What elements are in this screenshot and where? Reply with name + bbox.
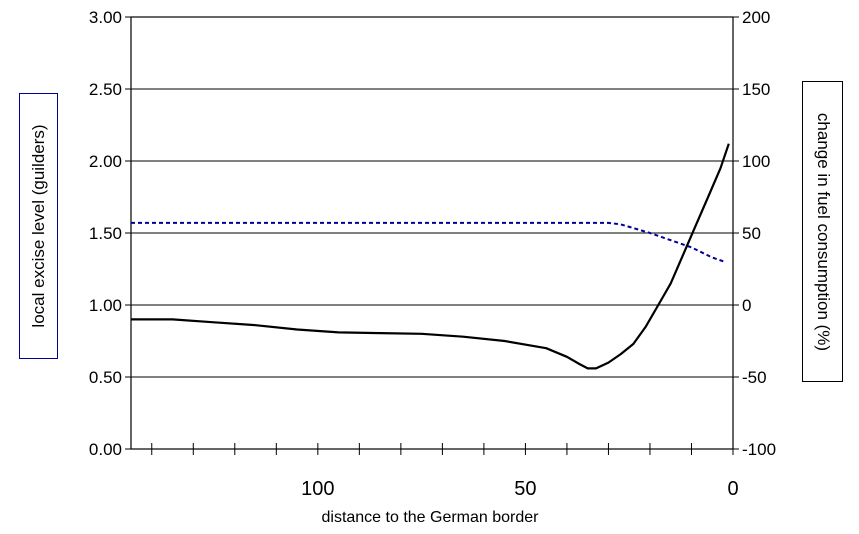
x-tick-label: 100 (301, 478, 334, 500)
y2-tick-label: -100 (742, 440, 776, 459)
x-axis-ticks: 100 50 0 (151, 443, 739, 500)
y2-tick-label: 0 (742, 296, 751, 315)
y2-tick-label: -50 (742, 368, 767, 387)
y-tick-label: 0.50 (89, 368, 122, 387)
y-tick-label: 2.50 (89, 80, 122, 99)
gridlines (131, 88, 733, 378)
x-axis-title: distance to the German border (321, 509, 539, 526)
right-axis-title-box: change in fuel consumption (%) (802, 81, 843, 382)
y-tick-label: 2.00 (89, 152, 122, 171)
left-axis-title: local excise level (guilders) (28, 124, 48, 328)
left-axis-ticks: 0.00 0.50 1.00 1.50 2.00 2.50 3.00 (89, 8, 131, 459)
y2-tick-label: 150 (742, 80, 770, 99)
x-tick-label: 50 (514, 478, 536, 500)
y2-tick-label: 50 (742, 224, 761, 243)
y-tick-label: 3.00 (89, 8, 122, 27)
y2-tick-label: 200 (742, 8, 770, 27)
y-tick-label: 1.00 (89, 296, 122, 315)
x-tick-label: 0 (727, 478, 738, 500)
right-axis-ticks: -100 -50 0 50 100 150 200 (733, 8, 776, 459)
y-tick-label: 1.50 (89, 224, 122, 243)
series-excise-level-line (131, 221, 726, 263)
series-group (131, 143, 730, 370)
y-tick-label: 0.00 (89, 440, 122, 459)
y2-tick-label: 100 (742, 152, 770, 171)
left-axis-title-box: local excise level (guilders) (19, 93, 58, 359)
series-fuel-consumption-line (131, 143, 730, 370)
right-axis-title: change in fuel consumption (%) (813, 112, 833, 351)
